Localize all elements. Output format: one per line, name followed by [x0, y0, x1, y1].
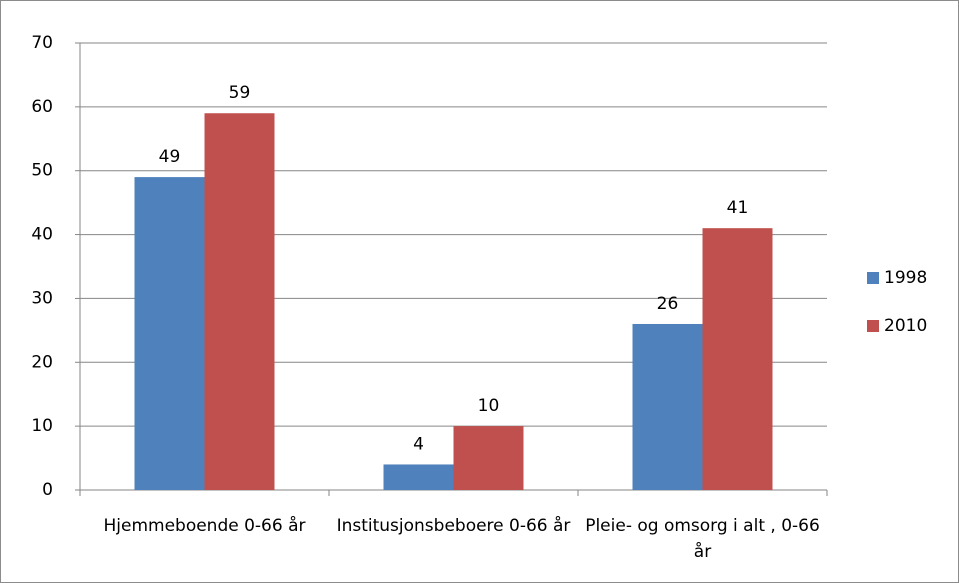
legend-label: 1998: [884, 268, 927, 288]
bar: [453, 426, 524, 490]
x-tick-label: Hjemmeboende 0-66 år: [103, 516, 306, 536]
y-tick-label: 10: [31, 416, 53, 436]
y-tick-label: 40: [31, 225, 53, 245]
y-tick-label: 20: [31, 352, 53, 372]
y-tick-label: 0: [42, 480, 53, 500]
x-tick-label: Pleie- og omsorg i alt , 0-66 år: [585, 516, 820, 562]
x-tick-label: Institusjonsbeboere 0-66 år: [336, 516, 571, 536]
legend-swatch: [867, 272, 879, 284]
legend-label: 2010: [884, 316, 927, 336]
data-label: 26: [657, 294, 679, 314]
y-tick-label: 60: [31, 97, 53, 117]
bar: [134, 177, 205, 490]
bar: [702, 228, 773, 490]
y-tick-label: 50: [31, 161, 53, 181]
data-label: 41: [727, 198, 749, 218]
data-label: 59: [229, 83, 251, 103]
data-label: 4: [413, 434, 424, 454]
bar: [383, 464, 454, 490]
bar: [204, 113, 275, 490]
y-tick-label: 70: [31, 33, 53, 53]
bar: [632, 323, 703, 490]
y-tick-label: 30: [31, 288, 53, 308]
data-label: 49: [159, 147, 181, 167]
data-label: 10: [478, 396, 500, 416]
legend-swatch: [867, 320, 879, 332]
